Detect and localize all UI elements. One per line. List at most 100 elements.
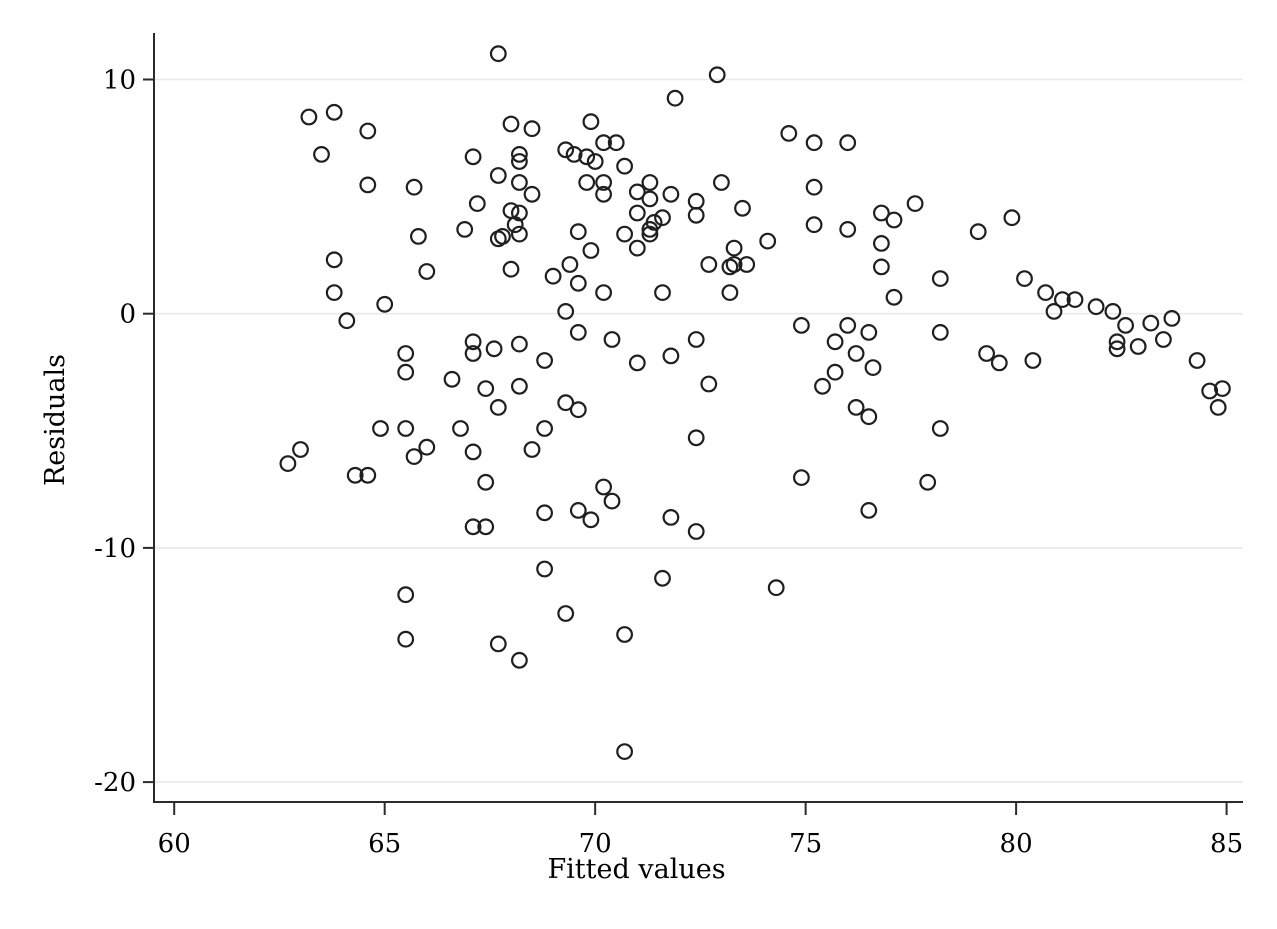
data-point — [582, 113, 600, 131]
data-point — [603, 492, 621, 510]
data-point — [864, 359, 882, 377]
data-point — [700, 375, 718, 393]
data-point — [1209, 399, 1227, 416]
y-tick-label: 0 — [119, 300, 136, 330]
data-point — [603, 331, 621, 348]
data-point — [523, 120, 541, 138]
data-point — [569, 324, 587, 341]
data-point — [489, 399, 507, 416]
data-point — [405, 448, 423, 466]
data-point — [687, 429, 705, 447]
y-tick-label: -10 — [94, 534, 136, 564]
x-tick-label: 70 — [579, 829, 612, 859]
y-tick-label: 10 — [103, 65, 136, 95]
data-point — [557, 141, 575, 159]
data-point — [725, 239, 743, 257]
data-point — [325, 103, 343, 121]
data-point — [511, 174, 528, 191]
data-point — [1104, 303, 1122, 320]
data-point — [325, 284, 343, 302]
data-point — [931, 324, 949, 341]
data-point — [502, 115, 520, 133]
data-point — [687, 192, 705, 210]
data-point — [616, 626, 633, 643]
data-point — [477, 518, 495, 536]
data-point — [1129, 338, 1147, 355]
data-point — [464, 443, 482, 461]
data-point — [1163, 310, 1181, 327]
data-point — [338, 312, 356, 330]
data-point — [616, 743, 633, 760]
data-point — [511, 335, 528, 353]
data-point — [826, 333, 844, 351]
data-point — [511, 153, 528, 170]
data-point — [873, 258, 890, 276]
data-point — [839, 134, 857, 152]
data-point — [300, 108, 318, 126]
data-point — [847, 345, 865, 362]
data-point — [418, 438, 436, 456]
data-point — [506, 216, 524, 234]
data-point — [544, 267, 562, 285]
data-point — [279, 455, 297, 473]
data-point — [582, 511, 600, 529]
data-points-group — [279, 45, 1231, 760]
data-point — [578, 174, 596, 191]
data-point — [557, 303, 575, 320]
data-point — [738, 256, 756, 273]
data-point — [578, 148, 596, 166]
data-point — [839, 220, 857, 238]
data-point — [359, 122, 377, 140]
x-tick-label: 60 — [158, 829, 191, 859]
data-point — [793, 469, 810, 487]
data-point — [873, 204, 890, 222]
data-point — [397, 586, 415, 604]
data-point — [687, 523, 705, 540]
data-point — [860, 324, 878, 341]
data-point — [485, 340, 503, 358]
data-point — [292, 441, 309, 458]
data-point — [346, 466, 364, 484]
data-point — [628, 354, 646, 372]
data-point — [418, 263, 436, 280]
data-point — [452, 420, 469, 437]
data-point — [511, 145, 528, 163]
data-point — [464, 345, 482, 362]
data-point — [721, 284, 739, 302]
data-point — [397, 420, 415, 437]
data-point — [511, 204, 528, 222]
data-point — [839, 317, 857, 334]
x-tick-label: 75 — [789, 829, 822, 859]
data-point — [536, 560, 553, 578]
data-point — [595, 134, 612, 152]
data-point — [826, 363, 844, 381]
data-point — [978, 345, 995, 362]
data-point — [662, 509, 680, 526]
data-point — [359, 466, 377, 484]
data-point — [376, 295, 394, 313]
data-point — [557, 605, 575, 622]
data-point — [860, 408, 878, 426]
data-point — [708, 66, 726, 84]
data-point — [641, 174, 659, 191]
data-point — [1024, 352, 1042, 369]
data-point — [405, 178, 423, 196]
data-point — [919, 473, 937, 491]
data-point — [860, 502, 878, 519]
data-point — [569, 401, 587, 419]
data-point — [557, 394, 575, 412]
data-point — [662, 347, 680, 365]
data-point — [372, 420, 389, 437]
data-point — [687, 331, 705, 348]
data-point — [616, 157, 633, 175]
data-point — [397, 630, 415, 648]
data-point — [464, 333, 482, 351]
data-point — [654, 569, 671, 587]
data-point — [489, 635, 507, 653]
data-point — [443, 370, 461, 388]
data-point — [780, 124, 798, 142]
data-point — [931, 270, 949, 288]
data-point — [1045, 303, 1063, 320]
data-point — [641, 225, 659, 243]
